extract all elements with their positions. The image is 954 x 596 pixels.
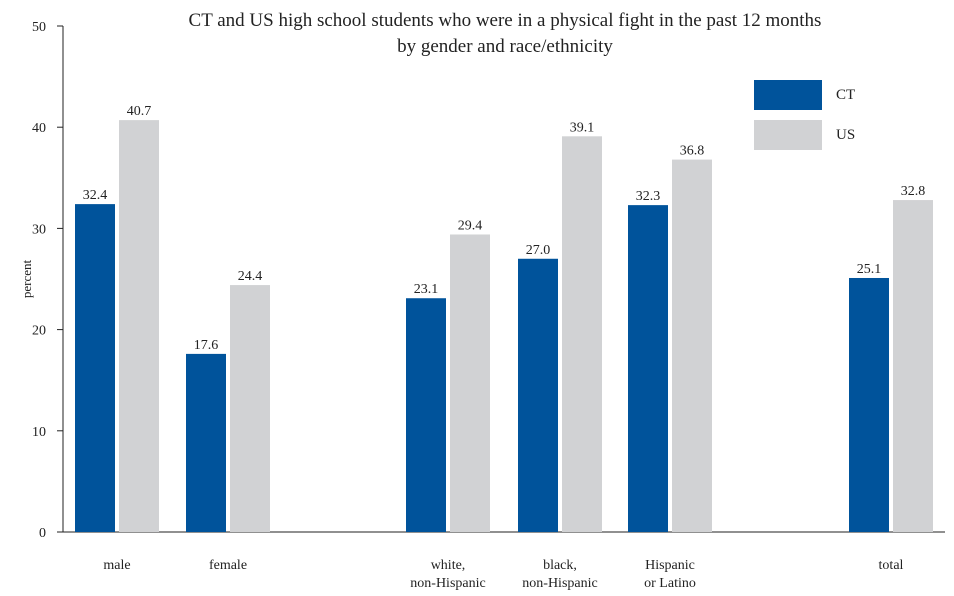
bar-ct <box>406 298 446 532</box>
legend-item-us: US <box>754 120 855 150</box>
x-tick-label: black, <box>543 558 577 573</box>
data-label: 32.3 <box>636 189 661 204</box>
legend-label-ct: CT <box>836 86 856 103</box>
data-label: 25.1 <box>857 262 882 277</box>
bar-us <box>672 159 712 533</box>
legend-label-us: US <box>836 126 856 143</box>
bar-us <box>893 200 933 532</box>
y-tick-label: 50 <box>32 20 46 35</box>
y-tick-label: 40 <box>32 121 46 136</box>
bar-ct <box>849 277 889 532</box>
bar-us <box>450 234 490 533</box>
y-tick-label: 0 <box>39 526 46 541</box>
bar-us <box>119 120 159 532</box>
bar-ct <box>75 204 115 532</box>
x-tick-label: total <box>879 558 904 573</box>
y-axis-label: percent <box>19 259 34 298</box>
legend-item-ct: CT <box>754 80 855 110</box>
data-label: 23.1 <box>414 282 439 297</box>
legend-swatch-us <box>754 120 822 150</box>
data-label: 40.7 <box>127 104 152 119</box>
legend-swatch-ct <box>754 80 822 110</box>
data-label: 32.8 <box>901 184 926 199</box>
data-label: 29.4 <box>458 218 483 233</box>
x-tick-label: non-Hispanic <box>410 576 485 591</box>
bar-ct <box>628 205 668 532</box>
chart-subtitle: by gender and race/ethnicity <box>397 36 613 57</box>
x-tick-label: or Latino <box>644 576 696 591</box>
bar-ct <box>518 258 558 532</box>
x-tick-label: non-Hispanic <box>522 576 597 591</box>
y-tick-label: 30 <box>32 222 46 237</box>
data-label: 27.0 <box>526 243 551 258</box>
x-tick-label: white, <box>431 558 466 573</box>
bar-us <box>562 136 602 533</box>
data-label: 24.4 <box>238 269 263 284</box>
x-tick-label: male <box>103 558 130 573</box>
x-tick-label: female <box>209 558 247 573</box>
data-label: 32.4 <box>83 188 108 203</box>
y-tick-label: 10 <box>32 425 46 440</box>
data-label: 39.1 <box>570 120 595 135</box>
data-label: 36.8 <box>680 144 705 159</box>
bar-ct <box>186 353 226 532</box>
chart-title: CT and US high school students who were … <box>188 10 822 31</box>
bar-us <box>230 285 270 532</box>
data-label: 17.6 <box>194 338 219 353</box>
x-tick-label: Hispanic <box>645 558 695 573</box>
y-tick-label: 20 <box>32 324 46 339</box>
